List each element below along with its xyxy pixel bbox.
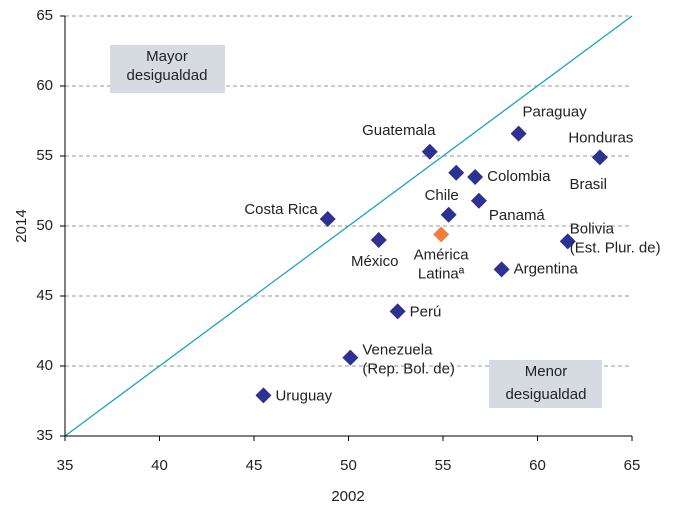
point [467,169,484,185]
point-label: Costa Rica [244,201,318,218]
y-tick-label: 35 [36,427,53,444]
annotation: Menor [525,363,568,380]
point [510,125,527,142]
x-tick-label: 55 [435,457,452,474]
point-label: Brasil [569,176,607,193]
point [591,149,608,166]
point [470,192,487,209]
point-label: (Rep. Bol. de) [362,361,455,378]
y-tick-label: 55 [36,147,53,164]
y-tick-label: 65 [36,7,53,24]
annotation: Mayor [146,48,188,65]
point-label: Uruguay [275,387,332,404]
point-label: Paraguay [522,104,587,121]
point [448,164,465,181]
point [389,303,406,320]
y-tick-label: 60 [36,77,53,94]
point-label: Guatemala [362,122,436,139]
point [493,261,510,278]
y-tick-label: 45 [36,287,53,304]
x-tick-label: 65 [624,457,641,474]
point-label: Perú [410,303,442,320]
point [433,226,450,243]
y-axis-label: 2014 [13,209,30,242]
x-axis-label: 2002 [331,488,364,505]
point-label: Bolivia [570,220,615,237]
point-label: Venezuela [362,342,433,359]
y-tick-label: 50 [36,217,53,234]
point-label: (Est. Plur. de) [570,239,661,256]
point [342,349,359,366]
point-label: México [351,253,399,270]
annotation-box [489,360,602,408]
x-tick-label: 40 [151,457,168,474]
point-label: Colombia [487,168,551,185]
x-tick-label: 60 [529,457,546,474]
point-label: Chile [425,187,459,204]
point-label: América [414,246,470,263]
point [255,387,272,404]
point [440,206,457,223]
point [421,143,438,160]
x-tick-label: 35 [57,457,74,474]
point-label: Argentina [514,260,579,277]
point-label: Honduras [568,129,633,146]
point [559,233,576,250]
x-tick-label: 45 [246,457,263,474]
annotation-box [110,45,225,93]
reference-line [64,15,633,437]
annotation: desigualdad [506,386,587,403]
point-label: Latinaª [418,265,465,282]
y-tick-label: 40 [36,357,53,374]
x-tick-label: 50 [340,457,357,474]
point [319,211,336,227]
point-label: Panamá [489,207,546,224]
point [370,232,387,248]
annotation: desigualdad [127,67,208,84]
